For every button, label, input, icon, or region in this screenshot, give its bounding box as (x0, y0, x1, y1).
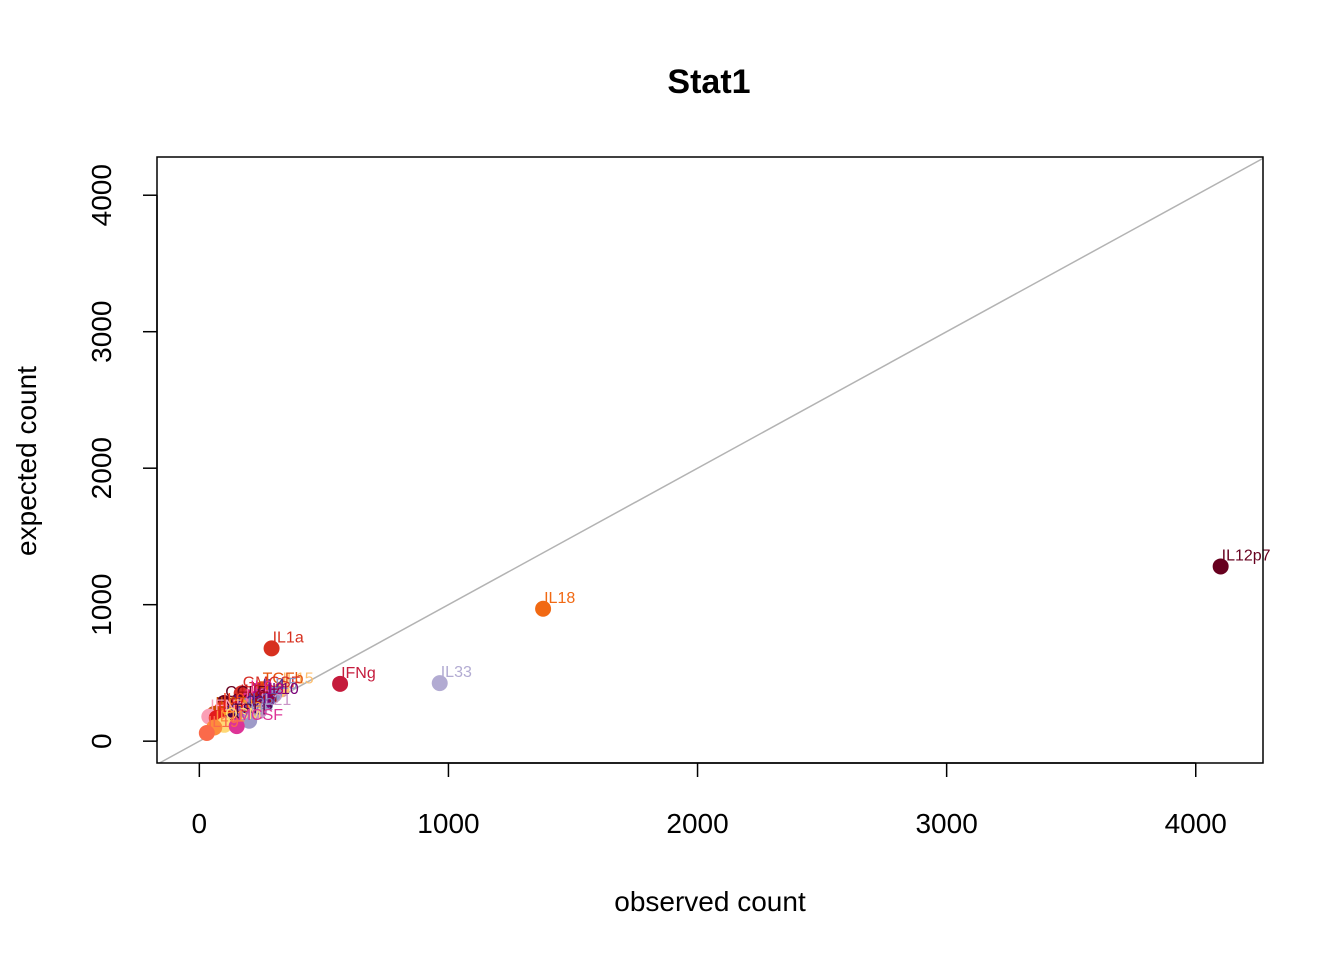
point-label: IL23 (243, 696, 274, 713)
point-label: IL33 (441, 664, 472, 681)
point-label: IFNa (228, 698, 263, 715)
point-label: TSLP (233, 702, 273, 719)
point-label: IL17 (248, 691, 279, 708)
data-point (1212, 558, 1229, 575)
point-label: IL3 (245, 687, 267, 704)
point-label: IL6 (250, 678, 272, 695)
point-label: IL7 (258, 687, 280, 704)
plot-frame (156, 156, 1264, 764)
point-label: LIF (250, 702, 273, 719)
data-point (431, 675, 448, 692)
x-axis-title: observed count (614, 886, 806, 917)
point-label: IL1b (218, 699, 249, 716)
data-point (198, 724, 215, 741)
point-label: IL27 (215, 695, 246, 712)
point-label: IL13 (253, 681, 284, 698)
point-label: IL9 (223, 691, 245, 708)
point-label: IL1a (273, 629, 304, 646)
x-tick-label: 2000 (666, 808, 728, 839)
data-point (251, 703, 268, 720)
data-point (241, 712, 258, 729)
y-tick-label: 2000 (86, 437, 117, 499)
point-label: IL10 (268, 681, 299, 698)
point-label: MCSF (238, 707, 284, 724)
x-tick-label: 0 (192, 808, 208, 839)
x-tick-label: 4000 (1165, 808, 1227, 839)
data-point (332, 675, 349, 692)
point-label: IFNg (341, 665, 376, 682)
point-label: IL5 (275, 676, 297, 693)
point-label: IL2 (240, 683, 262, 700)
chart-title: Stat1 (667, 63, 750, 101)
point-label: IL12p7 (1222, 547, 1271, 564)
plot-area: 0 1000 2000 3000 4000 0 1000 2000 3000 4000 IL12p7… (86, 156, 1271, 839)
y-tick-label: 0 (86, 733, 117, 749)
point-label: GMCSF (243, 674, 301, 691)
point-label: IL4 (263, 677, 285, 694)
data-point (228, 718, 245, 735)
point-label: IL18 (544, 590, 575, 607)
point-label: IL11 (215, 709, 245, 726)
point-label: IL19 (208, 714, 239, 731)
point-label: IL21 (260, 692, 291, 709)
point-label: IL15 (283, 670, 314, 687)
point-label: CCL5 (225, 684, 266, 701)
y-axis-title: expected count (11, 366, 42, 556)
point-label: TGFb (263, 670, 304, 687)
identity-line (159, 157, 1264, 764)
y-tick-label: 4000 (86, 164, 117, 226)
data-point (263, 640, 280, 657)
y-tick-label: 3000 (86, 301, 117, 363)
y-tick-label: 1000 (86, 574, 117, 636)
x-tick-label: 1000 (417, 808, 479, 839)
data-point (535, 600, 552, 617)
x-tick-label: 3000 (915, 808, 977, 839)
point-label: IL22 (233, 694, 264, 711)
